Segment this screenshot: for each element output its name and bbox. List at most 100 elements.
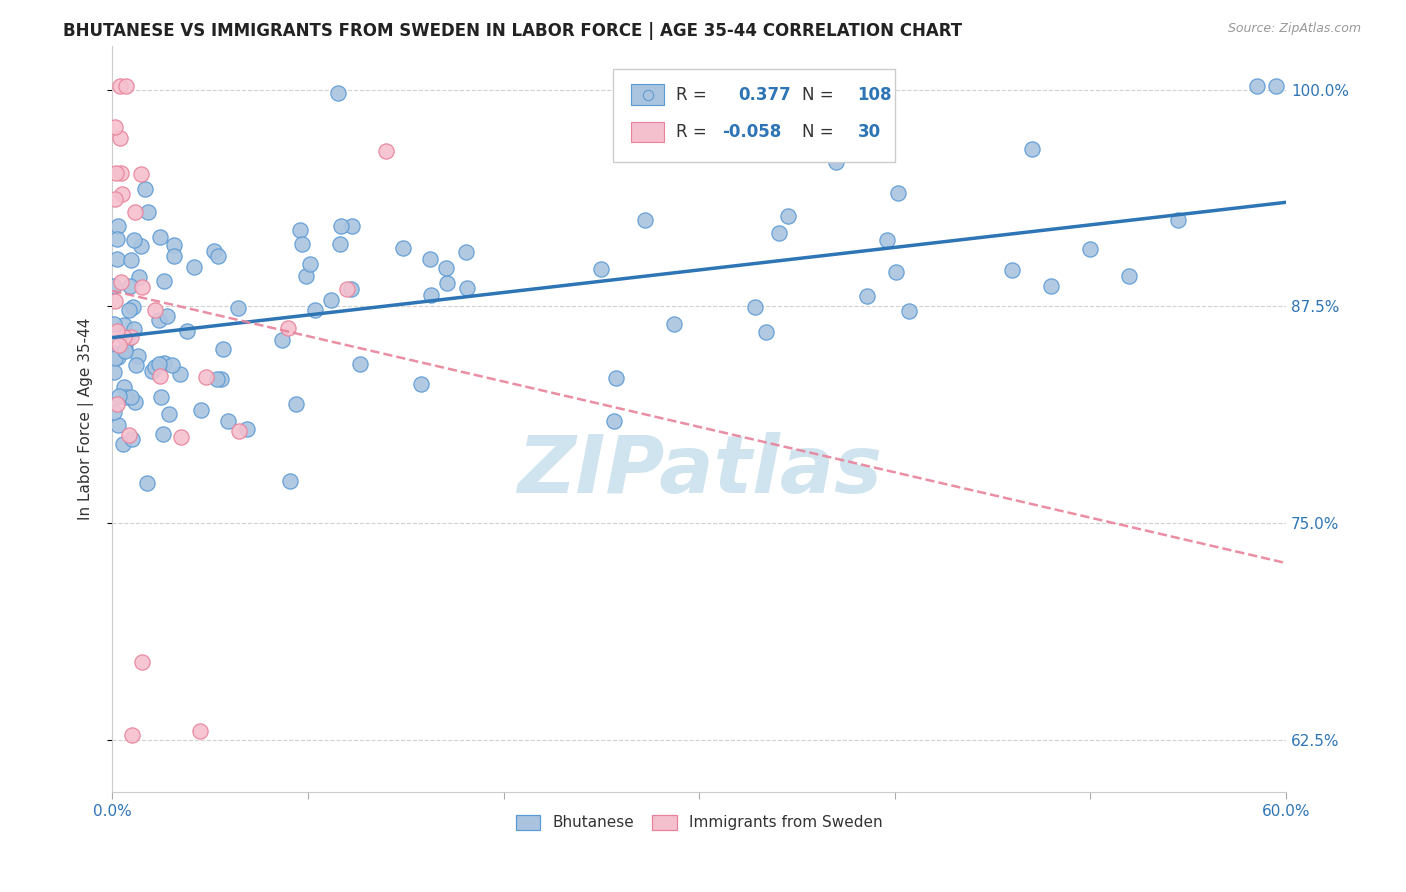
Point (160, 358, 183, 372)
Point (104, 294, 127, 309)
Point (103, 317, 125, 331)
Point (212, 342, 235, 356)
Point (108, 337, 131, 351)
FancyBboxPatch shape (631, 121, 664, 143)
Point (217, 414, 239, 428)
Point (120, 252, 142, 267)
Point (143, 359, 166, 374)
Point (288, 223, 311, 237)
Point (103, 365, 125, 379)
Point (103, 279, 125, 293)
Point (176, 324, 198, 338)
Point (1118, 268, 1140, 283)
Point (120, 279, 142, 293)
Point (876, 234, 898, 248)
Point (270, 333, 292, 347)
Point (105, 396, 128, 410)
Point (291, 237, 314, 252)
Point (152, 427, 174, 442)
Point (298, 257, 321, 271)
Point (205, 372, 228, 386)
Point (897, 303, 920, 318)
Point (418, 252, 440, 266)
Point (120, 329, 142, 343)
Point (120, 390, 142, 404)
Point (662, 318, 685, 332)
FancyBboxPatch shape (631, 84, 664, 105)
Point (108, 131, 131, 145)
Point (375, 144, 398, 158)
Point (768, 226, 790, 240)
Point (121, 728, 143, 742)
Point (284, 397, 307, 411)
Point (434, 260, 457, 275)
Point (121, 432, 143, 446)
Point (107, 232, 129, 246)
Point (209, 371, 232, 385)
Point (277, 320, 299, 334)
Point (755, 326, 778, 340)
Point (122, 301, 145, 315)
Point (634, 213, 657, 227)
Text: R =: R = (676, 86, 706, 103)
Point (112, 380, 135, 394)
Point (104, 120, 127, 134)
Point (115, 79, 138, 94)
Point (112, 318, 135, 332)
Point (1021, 142, 1043, 156)
Point (122, 233, 145, 247)
Point (127, 349, 149, 363)
Point (436, 277, 458, 291)
Point (280, 474, 302, 488)
Point (107, 219, 129, 234)
Text: 108: 108 (858, 86, 891, 103)
Point (155, 310, 177, 324)
Point (131, 280, 153, 294)
Point (183, 260, 205, 274)
Point (1167, 213, 1189, 227)
Point (152, 274, 174, 288)
FancyBboxPatch shape (613, 69, 896, 161)
Point (1246, 79, 1268, 94)
Point (110, 276, 132, 290)
Point (454, 244, 477, 259)
Point (603, 414, 626, 428)
Point (170, 430, 193, 444)
Point (107, 418, 129, 433)
Point (124, 394, 146, 409)
Point (135, 476, 157, 491)
Text: N =: N = (803, 86, 834, 103)
Point (605, 371, 627, 385)
Point (294, 268, 316, 283)
Point (236, 422, 259, 436)
Point (1040, 279, 1063, 293)
Point (1080, 243, 1102, 257)
Point (118, 303, 141, 318)
Text: 0.377: 0.377 (738, 86, 790, 103)
Point (124, 205, 146, 219)
Point (157, 407, 180, 421)
Point (115, 390, 138, 404)
Point (104, 351, 127, 366)
Point (150, 390, 173, 404)
Point (342, 219, 364, 234)
Point (112, 330, 135, 344)
Point (131, 655, 153, 669)
Point (887, 186, 910, 200)
Point (129, 239, 152, 253)
Point (207, 249, 229, 263)
Point (129, 167, 152, 181)
Point (148, 357, 170, 371)
Point (103, 405, 125, 419)
Point (456, 281, 478, 295)
Point (228, 424, 250, 438)
Point (1265, 79, 1288, 94)
Y-axis label: In Labor Force | Age 35-44: In Labor Force | Age 35-44 (79, 318, 94, 520)
Point (124, 322, 146, 336)
Point (326, 86, 349, 100)
Point (411, 376, 433, 391)
Point (136, 205, 159, 219)
Point (152, 356, 174, 370)
Point (104, 166, 127, 180)
Point (591, 262, 613, 277)
